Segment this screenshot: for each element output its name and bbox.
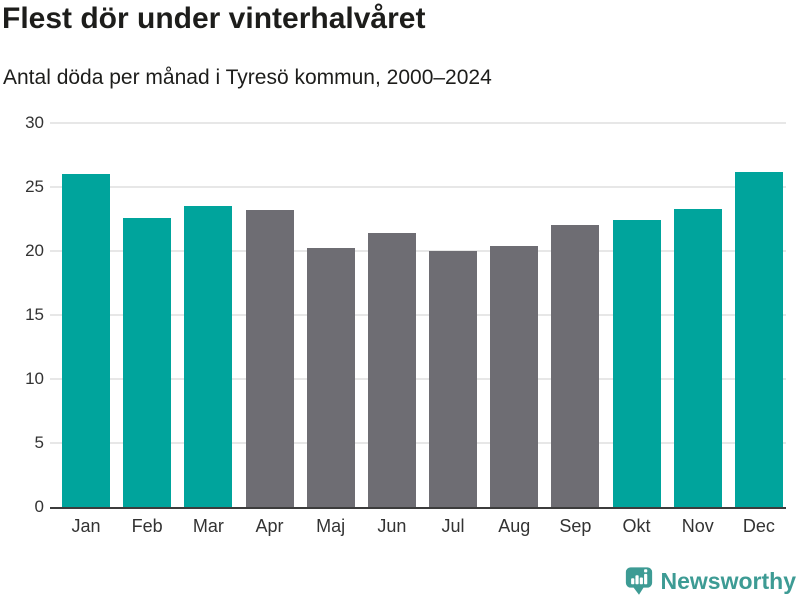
bars-container — [50, 123, 786, 507]
x-tick-label-maj: Maj — [316, 516, 346, 536]
bar-apr — [245, 210, 294, 507]
chart-subtitle: Antal döda per månad i Tyresö kommun, 20… — [3, 66, 492, 89]
x-tick-label-mar: Mar — [192, 516, 224, 536]
bar-jul — [429, 251, 478, 507]
gridline-30 — [50, 122, 786, 124]
bar-maj — [306, 248, 355, 507]
x-tick-label-jul: Jul — [441, 516, 465, 536]
bar-feb — [123, 217, 172, 507]
bar-sep — [551, 225, 600, 507]
x-tick-label-nov: Nov — [681, 516, 714, 536]
gridline-25 — [50, 185, 786, 188]
y-tick-label-0: 0 — [34, 497, 44, 516]
gridline-0 — [50, 507, 786, 509]
bar-nov — [673, 208, 722, 507]
x-tick-label-dec: Dec — [742, 516, 775, 536]
y-tick-label-10: 10 — [25, 369, 44, 388]
bar-dec — [734, 171, 783, 507]
x-tick-label-feb: Feb — [131, 516, 163, 536]
bar-okt — [612, 220, 661, 507]
bar-chart-speech-bubble-icon — [625, 567, 652, 595]
y-tick-label-20: 20 — [25, 241, 44, 260]
bar-mar — [184, 206, 233, 507]
x-tick-label-jan: Jan — [71, 516, 101, 536]
x-axis-labels: Jan Feb Mar Apr Maj Jun Jul Aug Sep Okt Nov Dec — [50, 516, 786, 537]
x-tick-label-sep: Sep — [559, 516, 592, 536]
y-tick-label-15: 15 — [25, 305, 44, 324]
y-tick-label-25: 25 — [25, 177, 44, 196]
x-tick-label-okt: Okt — [622, 516, 651, 536]
bar-chart-plot — [50, 122, 786, 509]
x-tick-label-aug: Aug — [498, 516, 531, 536]
newsworthy-logo: Newsworthy — [624, 565, 796, 597]
brand-name: Newsworthy — [660, 567, 796, 594]
bar-jan — [62, 174, 110, 507]
y-tick-label-30: 30 — [25, 113, 44, 132]
bar-jun — [367, 233, 416, 507]
x-tick-label-jun: Jun — [377, 516, 407, 536]
chart-title: Flest dör under vinterhalvåret — [2, 2, 426, 35]
bar-aug — [490, 245, 539, 507]
gridline-20 — [50, 249, 786, 252]
gridline-5 — [50, 442, 786, 444]
y-tick-label-5: 5 — [34, 433, 44, 452]
gridline-10 — [50, 377, 786, 380]
x-tick-label-apr: Apr — [255, 516, 284, 536]
gridline-15 — [50, 314, 786, 316]
